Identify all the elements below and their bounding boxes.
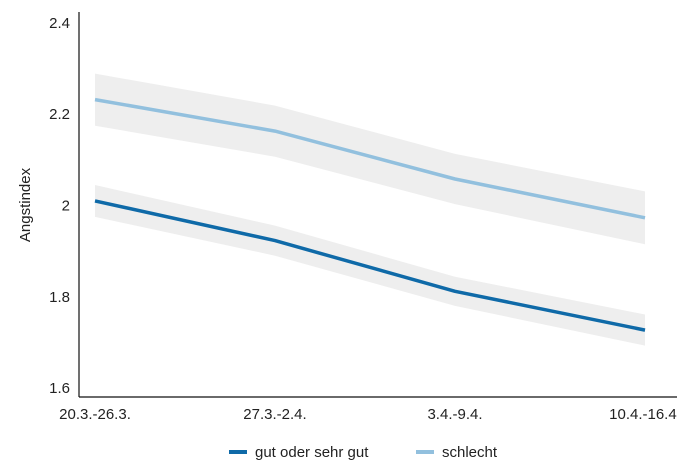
x-tick-labels: 20.3.-26.3. 27.3.-2.4. 3.4.-9.4. 10.4.-16.4… <box>59 406 677 423</box>
series-line-1 <box>94 199 646 332</box>
series-lines <box>94 97 646 332</box>
confidence-bands <box>95 73 645 346</box>
legend-label-2: schlecht <box>442 444 498 461</box>
x-tick-label: 20.3.-26.3. <box>59 406 131 423</box>
legend-label-1: gut oder sehr gut <box>255 444 369 461</box>
x-tick-label: 3.4.-9.4. <box>427 406 482 423</box>
y-tick-labels: 1.6 1.8 2 2.2 2.4 <box>49 15 70 397</box>
y-tick-label: 2 <box>62 198 70 215</box>
series-line-2 <box>94 97 646 220</box>
legend: gut oder sehr gut schlecht <box>229 444 498 461</box>
x-tick-label: 10.4.-16.4. <box>609 406 677 423</box>
y-tick-label: 2.2 <box>49 106 70 123</box>
y-axis-title: Angstindex <box>17 167 34 242</box>
y-tick-label: 1.8 <box>49 289 70 306</box>
confidence-band-1 <box>95 185 645 346</box>
y-tick-label: 2.4 <box>49 15 70 32</box>
x-tick-label: 27.3.-2.4. <box>243 406 306 423</box>
y-tick-label: 1.6 <box>49 380 70 397</box>
confidence-band-2 <box>95 73 645 245</box>
